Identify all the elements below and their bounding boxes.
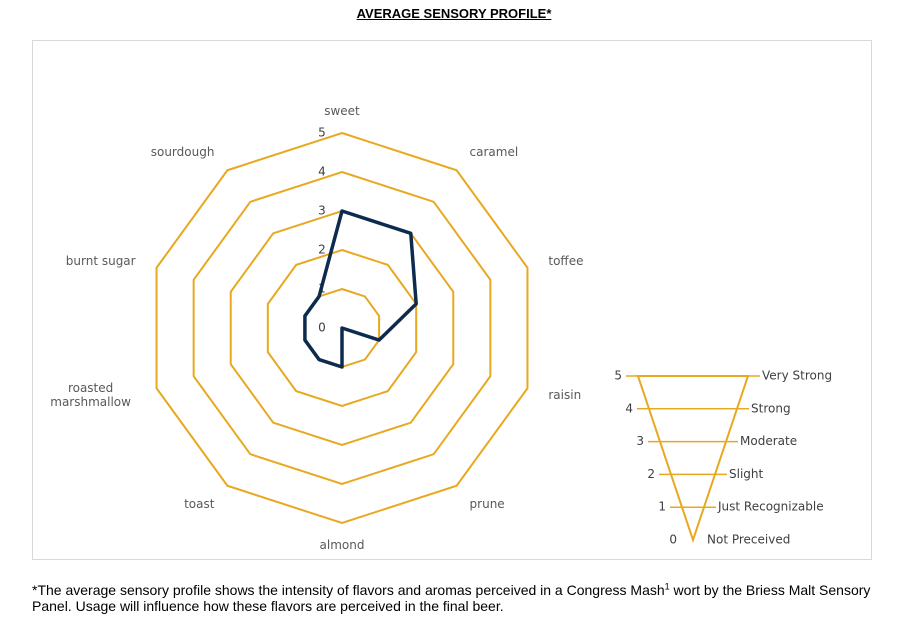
data-line — [303, 209, 418, 369]
footnote-text: wort by the Briess Malt Sensory Panel. U… — [32, 582, 871, 614]
scale-label: Moderate — [740, 434, 797, 448]
category-label: prune — [469, 496, 505, 511]
grid-ring — [266, 248, 418, 408]
r-tick-label: 2 — [318, 243, 326, 257]
category-label: sweet — [324, 104, 360, 118]
r-tick-label: 0 — [318, 321, 326, 335]
footnote-text: *The average sensory profile shows the i… — [32, 582, 665, 598]
scale-value: 2 — [647, 467, 655, 481]
grid-ring — [192, 170, 492, 486]
r-tick-label: 4 — [318, 165, 326, 179]
grid-ring — [155, 131, 529, 525]
scale-label: Not Preceived — [707, 533, 790, 547]
category-label: raisin — [548, 388, 582, 403]
chart-frame — [32, 40, 872, 560]
scale-value: 5 — [614, 369, 622, 383]
category-label: almond — [319, 538, 365, 552]
r-tick-label: 5 — [318, 126, 326, 140]
category-label: toast — [184, 496, 215, 511]
category-label: burnt sugar — [65, 253, 136, 268]
chart-title: AVERAGE SENSORY PROFILE* — [356, 6, 552, 21]
footnote-superscript: 1 — [664, 581, 670, 592]
scale-value: 0 — [669, 533, 677, 547]
scale-value: 4 — [625, 401, 633, 415]
scale-triangle — [636, 375, 750, 544]
category-label: toffee — [548, 253, 584, 268]
scale-label: Strong — [751, 401, 791, 415]
scale-label: Slight — [729, 467, 764, 481]
category-label: roasted marshmallow — [50, 381, 131, 410]
scale-value: 3 — [636, 434, 644, 448]
category-label: caramel — [469, 145, 519, 160]
r-tick-label: 3 — [318, 204, 326, 218]
grid-ring — [229, 209, 455, 447]
category-label: sourdough — [150, 145, 215, 160]
scale-value: 1 — [658, 500, 666, 514]
scale-label: Just Recognizable — [717, 500, 824, 514]
footnote: *The average sensory profile shows the i… — [32, 582, 892, 614]
scale-label: Very Strong — [762, 369, 832, 383]
